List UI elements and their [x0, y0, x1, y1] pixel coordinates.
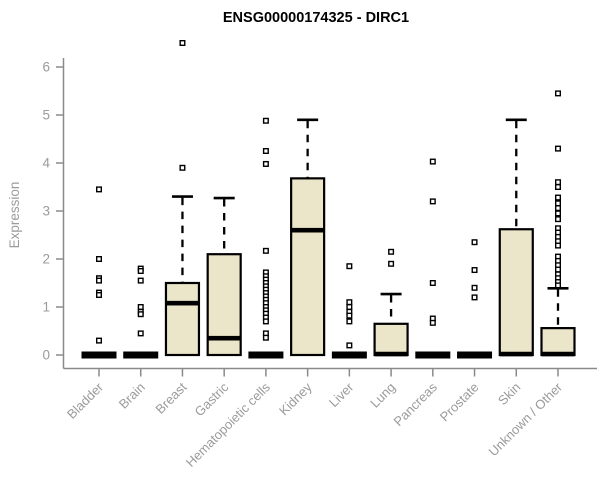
- x-tick-label-unknown-other: Unknown / Other: [486, 379, 566, 459]
- collapsed-box-bladder: [81, 351, 117, 359]
- outlier-point: [554, 194, 561, 201]
- outlier-point: [95, 277, 102, 284]
- outlier-point: [388, 248, 395, 255]
- outlier-point: [346, 304, 353, 311]
- collapsed-box-prostate: [457, 351, 493, 359]
- outlier-point: [554, 179, 561, 186]
- box-group-hematopoietic-cells: [248, 117, 284, 359]
- x-tick-label-breast: Breast: [152, 379, 189, 416]
- outlier-point: [554, 205, 561, 212]
- outlier-point: [179, 164, 186, 171]
- outlier-point: [95, 292, 102, 299]
- collapsed-box-liver: [331, 351, 367, 359]
- outlier-point: [429, 280, 436, 287]
- collapsed-box-pancreas: [415, 351, 451, 359]
- outlier-point: [95, 256, 102, 263]
- y-tick-label: 1: [42, 300, 50, 315]
- outlier-point: [554, 183, 561, 190]
- x-tick-label-brain: Brain: [116, 380, 148, 412]
- box-group-prostate: [457, 239, 493, 359]
- outlier-point: [554, 266, 561, 273]
- box-lung: [373, 322, 409, 357]
- y-tick-label: 2: [42, 252, 50, 267]
- median-line: [291, 227, 325, 233]
- x-tick-label-gastric: Gastric: [192, 379, 232, 419]
- median-line: [165, 300, 199, 306]
- outlier-point: [471, 239, 478, 246]
- median-line: [541, 351, 575, 357]
- outlier-point: [554, 242, 561, 249]
- x-tick-label-lung: Lung: [367, 380, 398, 411]
- box-skin: [498, 228, 534, 357]
- outlier-point: [554, 210, 561, 217]
- outlier-point: [262, 247, 269, 254]
- box-group-bladder: [81, 186, 117, 359]
- outlier-point: [179, 40, 186, 47]
- outlier-point: [262, 117, 269, 124]
- outlier-point: [554, 282, 561, 289]
- outlier-point: [137, 330, 144, 337]
- outlier-point: [388, 260, 395, 267]
- box-group-gastric: [206, 196, 242, 357]
- outlier-point: [554, 200, 561, 207]
- box-group-lung: [373, 248, 409, 357]
- outlier-point: [346, 312, 353, 319]
- outlier-point: [262, 334, 269, 341]
- outlier-point: [262, 318, 269, 325]
- outlier-point: [262, 147, 269, 154]
- collapsed-box-hematopoietic-cells: [248, 351, 284, 359]
- collapsed-box-brain: [123, 351, 159, 359]
- box-unknown-other: [540, 327, 576, 357]
- outlier-point: [471, 294, 478, 301]
- outlier-point: [429, 198, 436, 205]
- outlier-point: [429, 319, 436, 326]
- outlier-point: [346, 299, 353, 306]
- x-tick-label-pancreas: Pancreas: [390, 379, 440, 429]
- outlier-point: [346, 263, 353, 270]
- outlier-point: [346, 318, 353, 325]
- box-breast: [164, 281, 201, 357]
- outlier-point: [95, 186, 102, 193]
- x-tick-label-skin: Skin: [495, 380, 523, 408]
- y-tick-label: 3: [42, 204, 50, 219]
- outlier-point: [471, 267, 478, 274]
- outlier-point: [95, 337, 102, 344]
- outlier-point: [429, 158, 436, 165]
- outlier-point: [554, 145, 561, 152]
- box-group-breast: [164, 40, 201, 357]
- y-axis-title: Expression: [7, 182, 22, 249]
- outlier-point: [471, 284, 478, 291]
- x-tick-label-prostate: Prostate: [437, 380, 482, 425]
- x-tick-label-kidney: Kidney: [276, 379, 315, 418]
- box-group-unknown-other: [540, 90, 576, 357]
- y-tick-label: 0: [42, 348, 50, 363]
- outlier-point: [137, 277, 144, 284]
- outlier-point: [137, 304, 144, 311]
- x-tick-label-bladder: Bladder: [64, 379, 107, 422]
- plot-area: [81, 40, 576, 359]
- median-line: [499, 351, 533, 357]
- outlier-point: [137, 268, 144, 275]
- box-group-brain: [123, 265, 159, 359]
- chart-title: ENSG00000174325 - DIRC1: [223, 10, 409, 26]
- x-tick-label-liver: Liver: [326, 379, 357, 410]
- outlier-point: [137, 311, 144, 318]
- box-group-liver: [331, 263, 367, 359]
- outlier-point: [346, 342, 353, 349]
- y-tick-label: 5: [42, 108, 50, 123]
- box-group-skin: [498, 118, 534, 357]
- box-group-kidney: [290, 118, 326, 357]
- median-line: [374, 351, 408, 357]
- outlier-point: [262, 160, 269, 167]
- outlier-point: [554, 90, 561, 97]
- y-tick-label: 4: [42, 156, 50, 171]
- outlier-point: [554, 216, 561, 223]
- box-group-pancreas: [415, 158, 451, 359]
- box-kidney: [290, 177, 326, 357]
- median-line: [207, 335, 241, 341]
- y-tick-label: 6: [42, 60, 50, 75]
